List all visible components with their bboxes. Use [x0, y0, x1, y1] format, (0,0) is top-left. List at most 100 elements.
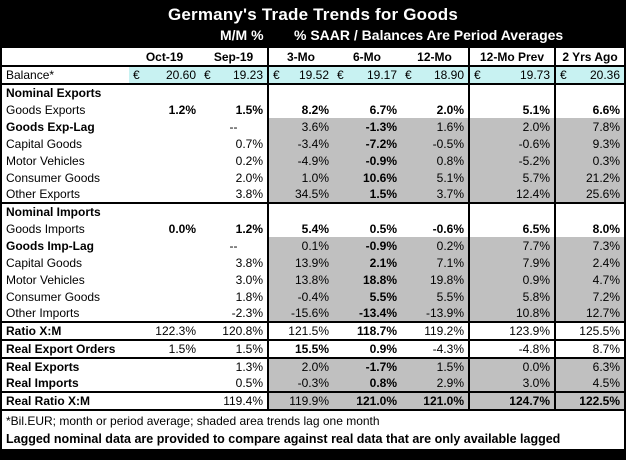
- table-cell: [129, 288, 200, 305]
- currency-symbol: €: [405, 68, 412, 82]
- table-cell: -0.4%: [268, 288, 333, 305]
- table-cell: --: [200, 118, 269, 135]
- row-label: Goods Imports: [6, 221, 85, 236]
- table-cell: 6.5%: [469, 220, 556, 237]
- table-cell: -13.9%: [401, 305, 470, 322]
- column-header: 12-Mo: [401, 48, 470, 67]
- table-cell: 2.0%: [401, 101, 470, 118]
- table-cell: -15.6%: [268, 305, 333, 322]
- table-cell: 25.6%: [555, 186, 624, 203]
- table-cell: 0.8%: [401, 152, 470, 169]
- table-cell: 5.7%: [469, 169, 556, 186]
- table-cell: [129, 118, 200, 135]
- column-header: Oct-19: [129, 48, 200, 67]
- footnote-lagged: Lagged nominal data are provided to comp…: [6, 432, 561, 446]
- table-cell: 8.2%: [301, 102, 329, 117]
- table-cell: 0.5%: [369, 221, 397, 236]
- balance-value: 19.52: [298, 68, 329, 82]
- row-label: Consumer Goods: [6, 170, 101, 185]
- table-cell: [268, 202, 333, 220]
- table-cell: 121.0%: [333, 391, 401, 411]
- table-row: Capital Goods 3.8% 13.9% 2.1% 7.1% 7.9% 2.4%: [2, 254, 624, 271]
- table-cell: -0.9%: [333, 237, 401, 254]
- table-cell: [268, 83, 333, 101]
- table-cell: 1.0%: [268, 169, 333, 186]
- table-row: Consumer Goods 1.8% -0.4% 5.5% 5.5% 5.8% 7.2%: [2, 288, 624, 305]
- balance-cell: €20.60: [129, 66, 200, 85]
- table-cell: 7.2%: [555, 288, 624, 305]
- table-row: Ratio X:M 122.3% 120.8% 121.5% 118.7% 119.2% 1…: [2, 321, 624, 341]
- table-cell: 0.8%: [333, 375, 401, 392]
- table-cell: 34.5%: [268, 186, 333, 203]
- table-cell: 13.9%: [268, 254, 333, 271]
- table-cell: 0.9%: [469, 271, 556, 288]
- saar-subheading: % SAAR / Balances Are Period Averages: [294, 27, 564, 43]
- balance-value: 19.23: [232, 68, 263, 82]
- row-label: Capital Goods: [6, 136, 83, 151]
- table-cell: 15.5%: [268, 339, 333, 359]
- table-cell: 124.7%: [469, 391, 556, 411]
- row-label: Nominal Imports: [2, 202, 129, 220]
- table-cell: 5.1%: [401, 169, 470, 186]
- table-cell: 1.2%: [200, 220, 269, 237]
- table-cell: [200, 83, 269, 101]
- table-row: Other Exports 3.8% 34.5% 1.5% 3.7% 12.4% 25.6%: [2, 186, 624, 203]
- table-row: Capital Goods 0.7% -3.4% -7.2% -0.5% -0.6% 9.3…: [2, 135, 624, 152]
- table-cell: 4.5%: [555, 375, 624, 392]
- row-label: Goods Exports: [6, 102, 86, 117]
- table-cell: 122.3%: [129, 321, 200, 341]
- table-cell: 19.8%: [401, 271, 470, 288]
- row-label: Balance*: [2, 66, 129, 85]
- column-header: 12-Mo Prev: [469, 48, 556, 67]
- table-cell: [469, 202, 556, 220]
- table-cell: 5.5%: [401, 288, 470, 305]
- table-cell: 118.7%: [333, 321, 401, 341]
- table-cell: 1.8%: [200, 288, 269, 305]
- table-cell: 119.9%: [268, 391, 333, 411]
- table-cell: 2.0%: [469, 118, 556, 135]
- currency-symbol: €: [560, 68, 567, 82]
- table-cell: 0.1%: [268, 237, 333, 254]
- table-cell: -5.2%: [469, 152, 556, 169]
- table-cell: -4.9%: [268, 152, 333, 169]
- row-label: Goods Imp-Lag: [6, 238, 94, 253]
- table-row: Other Imports -2.3% -15.6% -13.4% -13.9% 10.8…: [2, 305, 624, 322]
- table-header: Germany's Trade Trends for Goods M/M % %…: [2, 2, 624, 48]
- table-cell: 0.2%: [200, 152, 269, 169]
- table-cell: 0.3%: [555, 152, 624, 169]
- currency-symbol: €: [474, 68, 481, 82]
- row-label: Goods Exp-Lag: [6, 119, 95, 134]
- table-cell: 0.0%: [469, 358, 556, 375]
- table-row: Goods Imp-Lag -- 0.1% -0.9% 0.2% 7.7% 7.3%: [2, 237, 624, 254]
- table-cell: 2.0%: [200, 169, 269, 186]
- table-cell: -0.9%: [333, 152, 401, 169]
- table-cell: 10.8%: [469, 305, 556, 322]
- table-cell: -4.8%: [469, 339, 556, 359]
- table-cell: -0.5%: [401, 135, 470, 152]
- table-cell: 2.1%: [333, 254, 401, 271]
- table-row: Goods Imports 0.0% 1.2% 5.4% 0.5% -0.6% 6.5% 8.…: [2, 220, 624, 237]
- table-cell: 9.3%: [555, 135, 624, 152]
- table-cell: 7.8%: [555, 118, 624, 135]
- table-title: Germany's Trade Trends for Goods: [167, 5, 459, 24]
- table-row: Real Export Orders 1.5% 1.5% 15.5% 0.9% -4.3%…: [2, 339, 624, 359]
- table-row: Real Ratio X:M 119.4% 119.9% 121.0% 121.0% 12…: [2, 391, 624, 411]
- balance-value: 20.60: [165, 68, 196, 82]
- table-row: Motor Vehicles 0.2% -4.9% -0.9% 0.8% -5.2% 0.3…: [2, 152, 624, 169]
- table-cell: 0.9%: [333, 339, 401, 359]
- table-cell: [129, 135, 200, 152]
- table-cell: [129, 375, 200, 392]
- table-row: Real Imports 0.5% -0.3% 0.8% 2.9% 3.0% 4.5%: [2, 375, 624, 392]
- column-header-row: Oct-19 Sep-19 3-Mo 6-Mo 12-Mo 12-Mo Prev…: [2, 48, 624, 67]
- table-cell: 2.9%: [401, 375, 470, 392]
- balance-cell: €18.90: [401, 66, 470, 85]
- table-cell: -13.4%: [333, 305, 401, 322]
- table-cell: 5.8%: [469, 288, 556, 305]
- table-cell: 7.7%: [469, 237, 556, 254]
- table-cell: 7.9%: [469, 254, 556, 271]
- table-cell: [129, 271, 200, 288]
- table-cell: 119.2%: [401, 321, 470, 341]
- balance-row: Balance* €20.60 €19.23 €19.52 €19.17 €18…: [2, 66, 624, 85]
- table-cell: 8.7%: [555, 339, 624, 359]
